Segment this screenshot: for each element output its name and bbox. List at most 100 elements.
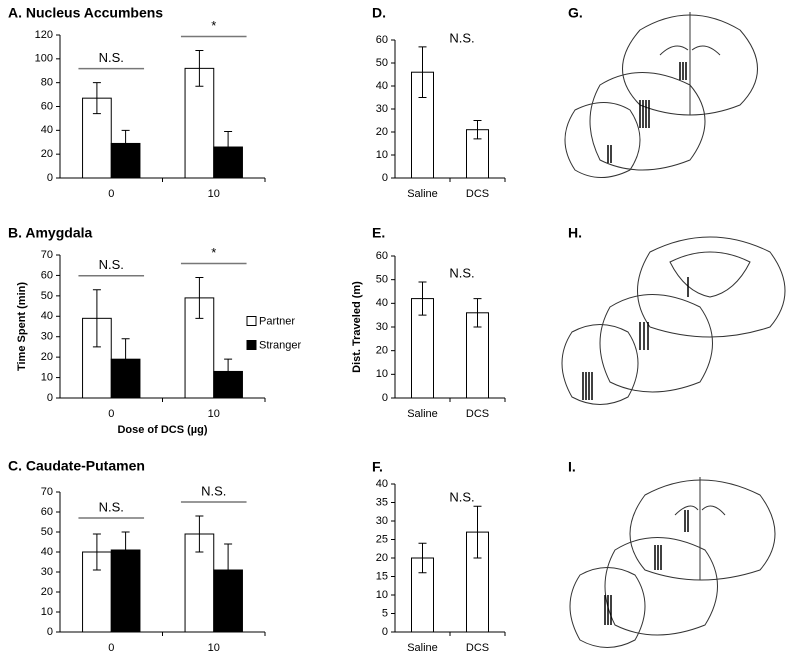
y-tick-label: 0	[47, 392, 53, 404]
x-axis-label: Dose of DCS (µg)	[117, 424, 207, 436]
legend-swatch	[246, 316, 257, 326]
x-tick-label: DCS	[466, 408, 489, 420]
y-tick-label: 40	[376, 478, 388, 490]
y-tick-label: 70	[41, 249, 53, 261]
y-tick-label: 80	[41, 77, 53, 89]
y-tick-label: 20	[376, 126, 388, 138]
error-bar	[195, 515, 204, 553]
x-tick-label: 0	[108, 188, 114, 200]
chart-title: E.	[372, 225, 385, 241]
chart-title: A. Nucleus Accumbens	[8, 5, 163, 21]
y-tick-label: 50	[41, 526, 53, 538]
y-tick-label: 40	[41, 124, 53, 136]
legend-label: Partner	[259, 315, 295, 327]
y-tick-label: 30	[41, 566, 53, 578]
x-tick-label: 10	[208, 408, 220, 420]
y-tick-label: 40	[376, 80, 388, 92]
annotation: N.S.	[449, 30, 474, 45]
error-bar	[121, 531, 130, 569]
y-tick-label: 120	[35, 29, 53, 41]
x-tick-label: DCS	[466, 642, 489, 654]
panel-label: I.	[568, 459, 576, 475]
y-tick-label: 60	[41, 269, 53, 281]
y-tick-label: 60	[41, 100, 53, 112]
annotation: *	[211, 245, 216, 260]
y-tick-label: 10	[376, 368, 388, 380]
y-tick-label: 60	[376, 34, 388, 46]
y-tick-label: 20	[376, 552, 388, 564]
y-tick-label: 10	[41, 371, 53, 383]
x-tick-label: 0	[108, 408, 114, 420]
error-bar	[418, 542, 427, 574]
x-tick-label: Saline	[407, 188, 438, 200]
y-axis-label: Time Spent (min)	[16, 282, 28, 371]
error-bar	[195, 49, 204, 87]
annotation: N.S.	[99, 499, 124, 514]
x-tick-label: 10	[208, 188, 220, 200]
y-tick-label: 5	[382, 607, 388, 619]
y-tick-label: 40	[41, 310, 53, 322]
y-tick-label: 70	[41, 486, 53, 498]
panel-label: H.	[568, 225, 582, 241]
y-tick-label: 0	[382, 626, 388, 638]
y-tick-label: 50	[41, 290, 53, 302]
y-tick-label: 30	[376, 515, 388, 527]
error-bar	[418, 46, 427, 98]
chart-title: D.	[372, 5, 386, 21]
error-bar	[92, 289, 101, 348]
x-tick-label: 0	[108, 642, 114, 654]
y-tick-label: 30	[376, 321, 388, 333]
annotation: N.S.	[449, 490, 474, 505]
y-axis-label: Dist. Traveled (m)	[351, 281, 363, 373]
error-bar	[224, 358, 233, 385]
y-tick-label: 100	[35, 53, 53, 65]
annotation: N.S.	[99, 50, 124, 65]
y-tick-label: 50	[376, 274, 388, 286]
y-tick-label: 20	[41, 148, 53, 160]
legend-label: Stranger	[259, 339, 302, 351]
error-bar	[473, 298, 482, 328]
y-tick-label: 15	[376, 570, 388, 582]
y-tick-label: 0	[382, 172, 388, 184]
error-bar	[92, 82, 101, 115]
y-tick-label: 20	[41, 351, 53, 363]
y-tick-label: 60	[376, 250, 388, 262]
annotation: N.S.	[99, 257, 124, 272]
y-tick-label: 0	[382, 392, 388, 404]
error-bar	[121, 338, 130, 381]
y-tick-label: 30	[376, 103, 388, 115]
bar	[110, 142, 141, 179]
y-tick-label: 20	[41, 586, 53, 598]
y-tick-label: 25	[376, 533, 388, 545]
error-bar	[121, 129, 130, 158]
annotation: *	[211, 18, 216, 33]
chart-title: C. Caudate-Putamen	[8, 458, 145, 474]
error-bar	[195, 276, 204, 319]
y-tick-label: 40	[376, 297, 388, 309]
x-tick-label: Saline	[407, 408, 438, 420]
x-tick-label: DCS	[466, 188, 489, 200]
y-tick-label: 0	[47, 626, 53, 638]
y-tick-label: 20	[376, 345, 388, 357]
y-tick-label: 10	[376, 589, 388, 601]
y-tick-label: 40	[41, 546, 53, 558]
y-tick-label: 35	[376, 496, 388, 508]
y-tick-label: 10	[41, 606, 53, 618]
chart-title: F.	[372, 459, 383, 475]
y-tick-label: 60	[41, 506, 53, 518]
y-tick-label: 50	[376, 57, 388, 69]
error-bar	[473, 505, 482, 559]
annotation: N.S.	[449, 265, 474, 280]
annotation: N.S.	[201, 483, 226, 498]
error-bar	[92, 533, 101, 571]
y-tick-label: 10	[376, 149, 388, 161]
panel-label: G.	[568, 5, 583, 21]
y-tick-label: 0	[47, 172, 53, 184]
error-bar	[224, 543, 233, 597]
error-bar	[224, 131, 233, 164]
chart-title: B. Amygdala	[8, 225, 92, 241]
legend-swatch	[246, 340, 257, 350]
x-tick-label: Saline	[407, 642, 438, 654]
y-tick-label: 30	[41, 331, 53, 343]
